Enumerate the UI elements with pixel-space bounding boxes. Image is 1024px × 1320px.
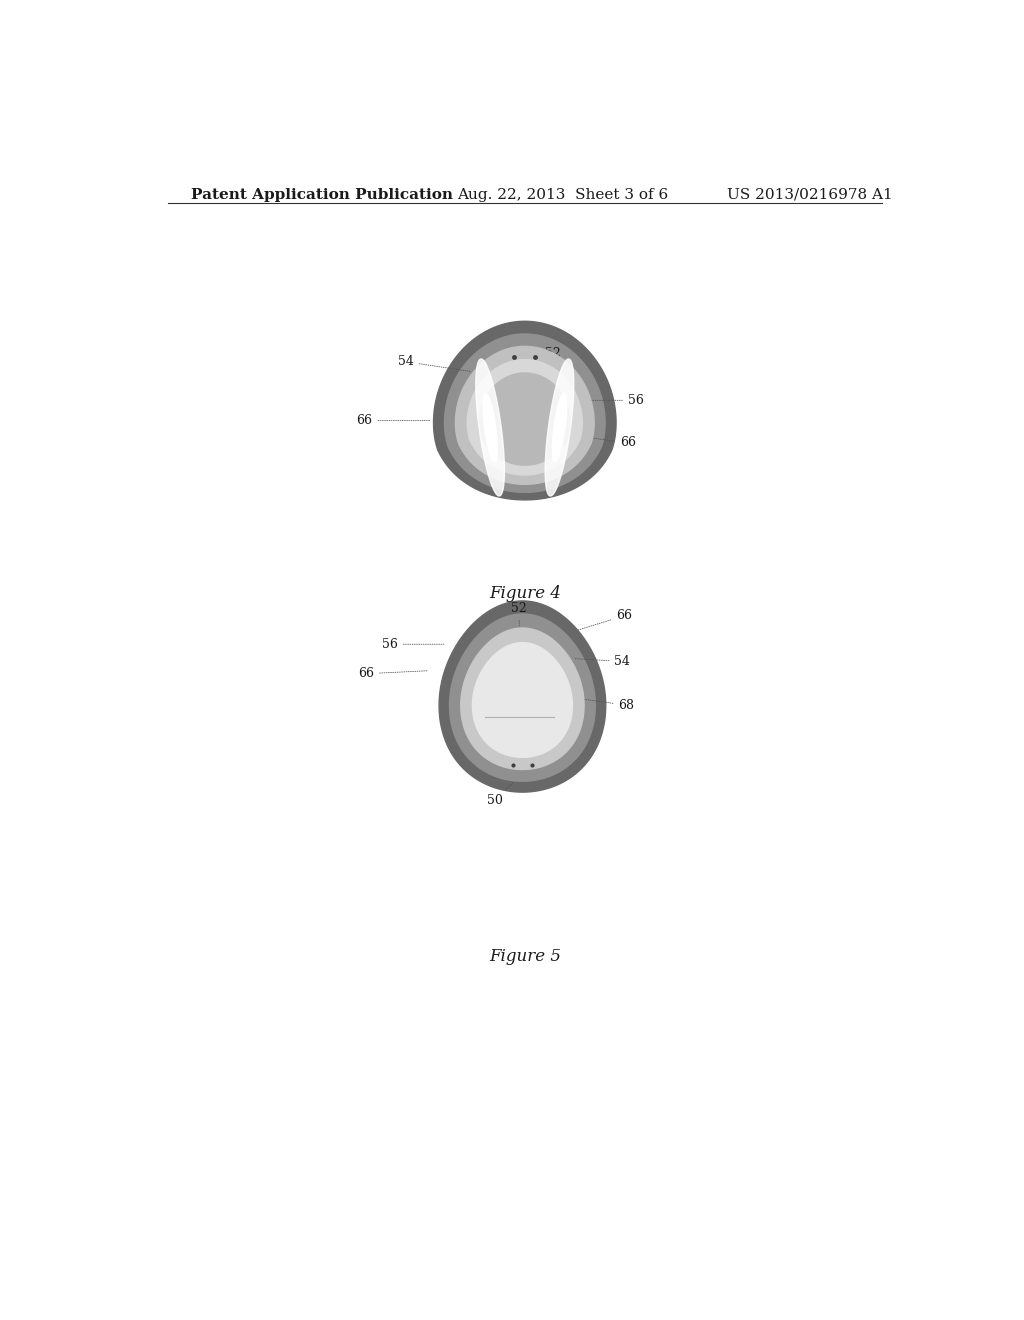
Polygon shape	[467, 359, 583, 475]
Polygon shape	[433, 321, 616, 500]
Text: 56: 56	[587, 393, 644, 407]
Polygon shape	[456, 346, 594, 484]
Polygon shape	[461, 628, 584, 770]
Polygon shape	[439, 601, 606, 792]
Text: 52: 52	[511, 602, 527, 626]
Polygon shape	[545, 359, 573, 496]
Text: Figure 5: Figure 5	[488, 948, 561, 965]
Polygon shape	[450, 614, 595, 781]
Text: Aug. 22, 2013  Sheet 3 of 6: Aug. 22, 2013 Sheet 3 of 6	[458, 187, 669, 202]
Text: 52: 52	[534, 347, 560, 367]
Polygon shape	[479, 374, 570, 465]
Text: 54: 54	[575, 655, 631, 668]
Polygon shape	[472, 643, 572, 758]
Text: Figure 4: Figure 4	[488, 585, 561, 602]
Text: 56: 56	[382, 638, 444, 651]
Polygon shape	[444, 334, 605, 492]
Text: US 2013/0216978 A1: US 2013/0216978 A1	[727, 187, 893, 202]
Text: 66: 66	[358, 667, 427, 680]
Polygon shape	[483, 393, 498, 462]
Text: 50: 50	[486, 783, 513, 808]
Text: 66: 66	[578, 610, 632, 630]
Text: Patent Application Publication: Patent Application Publication	[191, 187, 454, 202]
Text: 66: 66	[580, 436, 636, 450]
Polygon shape	[552, 393, 566, 462]
Text: 66: 66	[356, 414, 431, 428]
Text: 54: 54	[397, 355, 470, 371]
Text: 68: 68	[571, 697, 635, 711]
Polygon shape	[476, 359, 505, 496]
